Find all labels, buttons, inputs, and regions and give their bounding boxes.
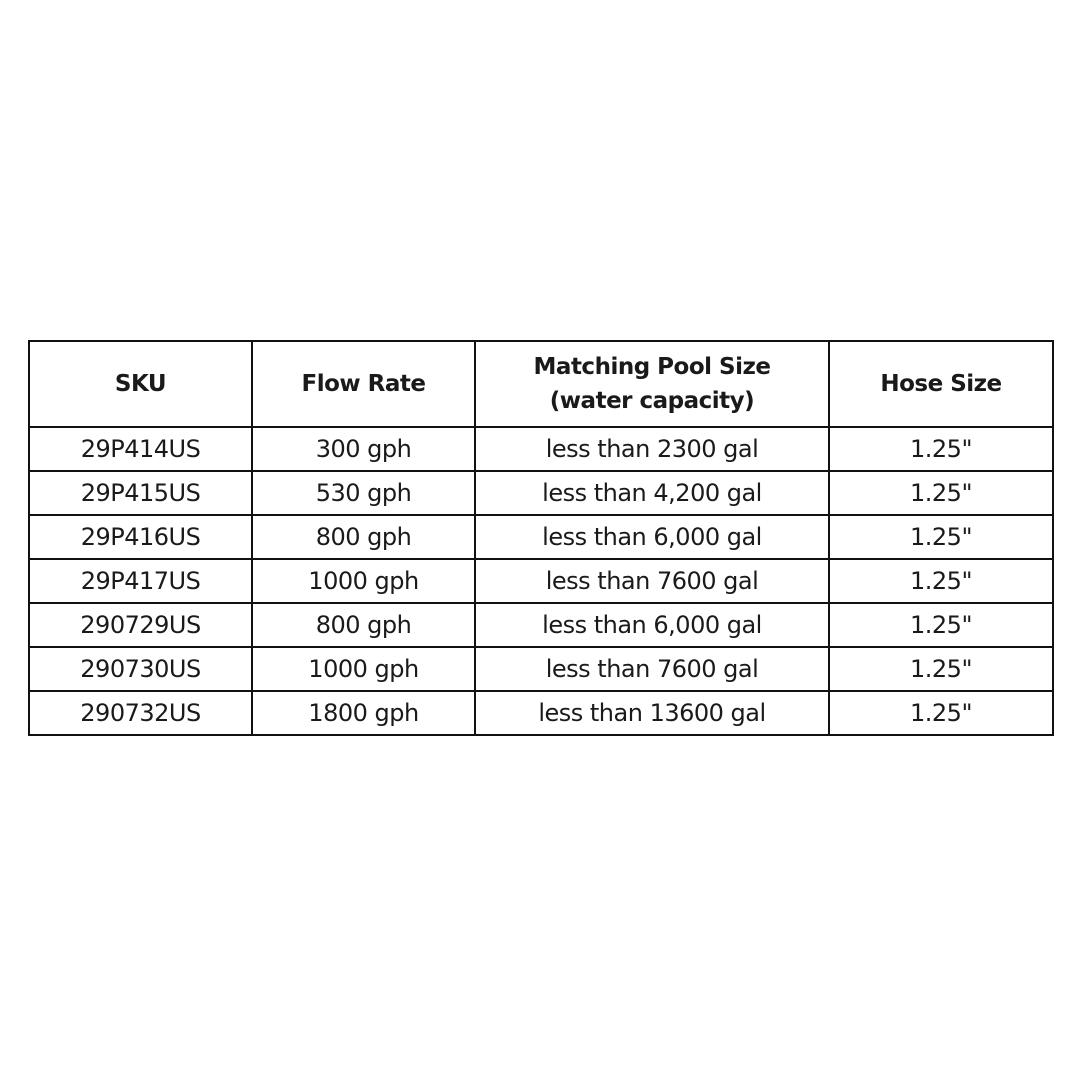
cell-hose-size: 1.25" xyxy=(828,426,1054,472)
cell-pool-size: less than 7600 gal xyxy=(474,646,830,692)
header-hose-size: Hose Size xyxy=(828,340,1054,428)
table-row: 290732US 1800 gph less than 13600 gal 1.25" xyxy=(28,690,1054,736)
cell-pool-size: less than 7600 gal xyxy=(474,558,830,604)
cell-flow-rate: 1000 gph xyxy=(251,558,476,604)
cell-sku: 290732US xyxy=(28,690,253,736)
cell-sku: 29P416US xyxy=(28,514,253,560)
header-pool-size-sub: (water capacity) xyxy=(549,388,755,414)
table-row: 29P414US 300 gph less than 2300 gal 1.25" xyxy=(28,426,1054,472)
cell-hose-size: 1.25" xyxy=(828,514,1054,560)
cell-hose-size: 1.25" xyxy=(828,602,1054,648)
cell-pool-size: less than 13600 gal xyxy=(474,690,830,736)
cell-flow-rate: 530 gph xyxy=(251,470,476,516)
cell-sku: 29P415US xyxy=(28,470,253,516)
table-row: 290729US 800 gph less than 6,000 gal 1.25" xyxy=(28,602,1054,648)
pump-spec-table: SKU Flow Rate Matching Pool Size (water … xyxy=(28,340,1054,736)
cell-flow-rate: 1000 gph xyxy=(251,646,476,692)
cell-pool-size: less than 2300 gal xyxy=(474,426,830,472)
cell-flow-rate: 300 gph xyxy=(251,426,476,472)
cell-hose-size: 1.25" xyxy=(828,646,1054,692)
cell-hose-size: 1.25" xyxy=(828,470,1054,516)
cell-pool-size: less than 6,000 gal xyxy=(474,514,830,560)
header-flow-rate: Flow Rate xyxy=(251,340,476,428)
cell-sku: 29P417US xyxy=(28,558,253,604)
cell-sku: 290730US xyxy=(28,646,253,692)
cell-flow-rate: 800 gph xyxy=(251,602,476,648)
cell-flow-rate: 1800 gph xyxy=(251,690,476,736)
table-row: 29P417US 1000 gph less than 7600 gal 1.25" xyxy=(28,558,1054,604)
table-row: 29P415US 530 gph less than 4,200 gal 1.25" xyxy=(28,470,1054,516)
table-row: 290730US 1000 gph less than 7600 gal 1.25" xyxy=(28,646,1054,692)
table-row: 29P416US 800 gph less than 6,000 gal 1.25" xyxy=(28,514,1054,560)
cell-pool-size: less than 6,000 gal xyxy=(474,602,830,648)
cell-sku: 29P414US xyxy=(28,426,253,472)
header-sku: SKU xyxy=(28,340,253,428)
cell-sku: 290729US xyxy=(28,602,253,648)
header-pool-size: Matching Pool Size (water capacity) xyxy=(474,340,830,428)
cell-hose-size: 1.25" xyxy=(828,690,1054,736)
cell-hose-size: 1.25" xyxy=(828,558,1054,604)
cell-flow-rate: 800 gph xyxy=(251,514,476,560)
cell-pool-size: less than 4,200 gal xyxy=(474,470,830,516)
header-row: SKU Flow Rate Matching Pool Size (water … xyxy=(28,340,1054,428)
header-pool-size-title: Matching Pool Size xyxy=(533,354,771,380)
